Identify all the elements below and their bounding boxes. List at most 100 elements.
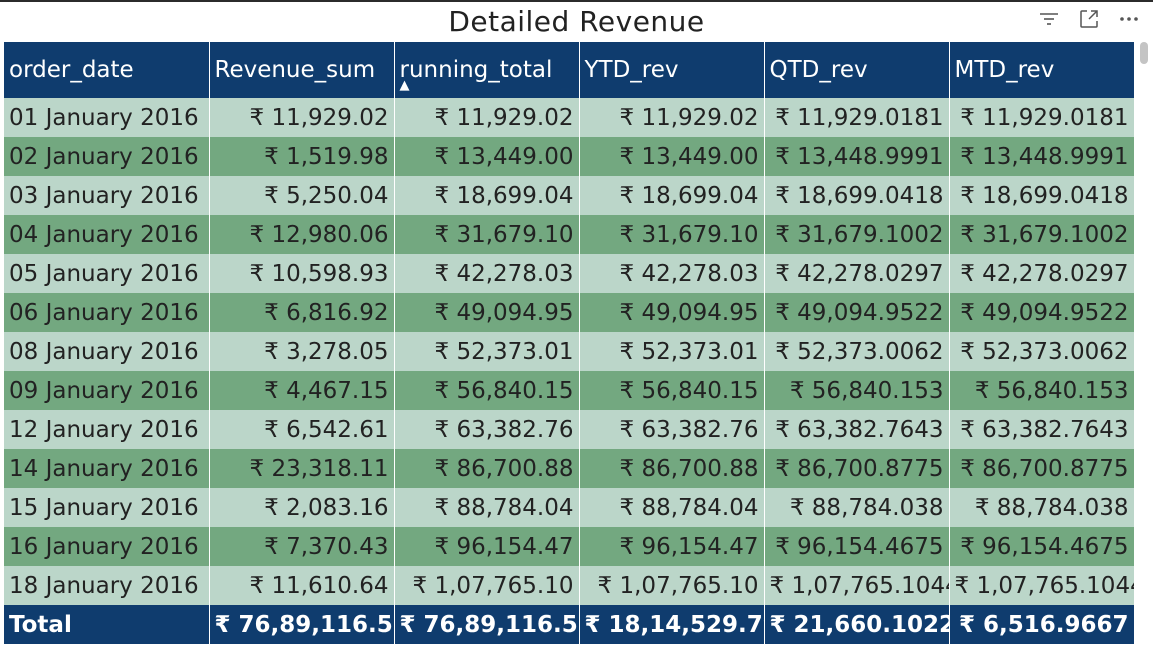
cell-revenue-sum: ₹ 2,083.16 xyxy=(209,488,395,527)
cell-qtd-rev: ₹ 18,699.0418 xyxy=(764,176,950,215)
cell-mtd-rev: ₹ 52,373.0062 xyxy=(949,332,1134,371)
table-row[interactable]: 02 January 2016 ₹ 1,519.98 ₹ 13,449.00 ₹ 13… xyxy=(4,137,1134,176)
total-label: Total xyxy=(4,605,210,644)
cell-running-total: ₹ 18,699.04 xyxy=(394,176,580,215)
focus-mode-icon[interactable] xyxy=(1077,8,1101,30)
cell-running-total: ₹ 11,929.02 xyxy=(394,98,580,137)
total-cell-revenue-sum: ₹ 76,89,116.56 xyxy=(209,605,395,644)
cell-order-date: 16 January 2016 xyxy=(4,527,210,566)
column-header-ytd-rev[interactable]: YTD_rev xyxy=(579,42,765,98)
cell-ytd-rev: ₹ 42,278.03 xyxy=(579,254,765,293)
cell-revenue-sum: ₹ 11,929.02 xyxy=(209,98,395,137)
table-row[interactable]: 09 January 2016 ₹ 4,467.15 ₹ 56,840.15 ₹ 56… xyxy=(4,371,1134,410)
cell-revenue-sum: ₹ 11,610.64 xyxy=(209,566,395,605)
total-cell-running-total: ₹ 76,89,116.56 xyxy=(394,605,580,644)
cell-running-total: ₹ 56,840.15 xyxy=(394,371,580,410)
column-header-order-date[interactable]: order_date xyxy=(4,42,210,98)
cell-order-date: 14 January 2016 xyxy=(4,449,210,488)
cell-order-date: 02 January 2016 xyxy=(4,137,210,176)
cell-running-total: ₹ 49,094.95 xyxy=(394,293,580,332)
more-options-icon[interactable] xyxy=(1117,8,1141,30)
cell-order-date: 05 January 2016 xyxy=(4,254,210,293)
cell-qtd-rev: ₹ 88,784.038 xyxy=(764,488,950,527)
table-row[interactable]: 05 January 2016 ₹ 10,598.93 ₹ 42,278.03 ₹ 4… xyxy=(4,254,1134,293)
cell-mtd-rev: ₹ 56,840.153 xyxy=(949,371,1134,410)
cell-qtd-rev: ₹ 13,448.9991 xyxy=(764,137,950,176)
cell-running-total: ₹ 31,679.10 xyxy=(394,215,580,254)
column-header-qtd-rev[interactable]: QTD_rev xyxy=(764,42,950,98)
cell-ytd-rev: ₹ 31,679.10 xyxy=(579,215,765,254)
cell-revenue-sum: ₹ 7,370.43 xyxy=(209,527,395,566)
cell-mtd-rev: ₹ 63,382.7643 xyxy=(949,410,1134,449)
cell-mtd-rev: ₹ 13,448.9991 xyxy=(949,137,1134,176)
revenue-table: order_date Revenue_sum running_total ▲ Y… xyxy=(4,42,1134,644)
table-row[interactable]: 08 January 2016 ₹ 3,278.05 ₹ 52,373.01 ₹ 52… xyxy=(4,332,1134,371)
visual-title: Detailed Revenue xyxy=(448,5,705,38)
cell-revenue-sum: ₹ 12,980.06 xyxy=(209,215,395,254)
cell-ytd-rev: ₹ 86,700.88 xyxy=(579,449,765,488)
visual-top-border xyxy=(0,0,1153,2)
table-row[interactable]: 04 January 2016 ₹ 12,980.06 ₹ 31,679.10 ₹ 3… xyxy=(4,215,1134,254)
cell-revenue-sum: ₹ 6,816.92 xyxy=(209,293,395,332)
cell-running-total: ₹ 52,373.01 xyxy=(394,332,580,371)
cell-running-total: ₹ 88,784.04 xyxy=(394,488,580,527)
cell-mtd-rev: ₹ 1,07,765.1044 xyxy=(949,566,1134,605)
cell-ytd-rev: ₹ 88,784.04 xyxy=(579,488,765,527)
cell-qtd-rev: ₹ 11,929.0181 xyxy=(764,98,950,137)
total-cell-mtd-rev: ₹ 6,516.9667 xyxy=(949,605,1134,644)
cell-mtd-rev: ₹ 49,094.9522 xyxy=(949,293,1134,332)
cell-mtd-rev: ₹ 18,699.0418 xyxy=(949,176,1134,215)
cell-revenue-sum: ₹ 23,318.11 xyxy=(209,449,395,488)
cell-revenue-sum: ₹ 3,278.05 xyxy=(209,332,395,371)
cell-running-total: ₹ 86,700.88 xyxy=(394,449,580,488)
table-row[interactable]: 18 January 2016 ₹ 11,610.64 ₹ 1,07,765.10 ₹… xyxy=(4,566,1134,605)
cell-running-total: ₹ 63,382.76 xyxy=(394,410,580,449)
cell-qtd-rev: ₹ 49,094.9522 xyxy=(764,293,950,332)
cell-order-date: 12 January 2016 xyxy=(4,410,210,449)
cell-qtd-rev: ₹ 56,840.153 xyxy=(764,371,950,410)
vertical-scrollbar[interactable] xyxy=(1140,42,1148,646)
cell-qtd-rev: ₹ 63,382.7643 xyxy=(764,410,950,449)
column-header-mtd-rev[interactable]: MTD_rev xyxy=(949,42,1134,98)
sort-ascending-icon: ▲ xyxy=(399,78,410,93)
cell-qtd-rev: ₹ 52,373.0062 xyxy=(764,332,950,371)
cell-mtd-rev: ₹ 86,700.8775 xyxy=(949,449,1134,488)
visual-header-icons xyxy=(1037,8,1141,30)
table-total-row: Total ₹ 76,89,116.56 ₹ 76,89,116.56 ₹ 18,14… xyxy=(4,605,1134,644)
table-row[interactable]: 14 January 2016 ₹ 23,318.11 ₹ 86,700.88 ₹ 8… xyxy=(4,449,1134,488)
table-row[interactable]: 01 January 2016 ₹ 11,929.02 ₹ 11,929.02 ₹ 1… xyxy=(4,98,1134,137)
cell-qtd-rev: ₹ 86,700.8775 xyxy=(764,449,950,488)
cell-ytd-rev: ₹ 52,373.01 xyxy=(579,332,765,371)
cell-ytd-rev: ₹ 18,699.04 xyxy=(579,176,765,215)
revenue-table-container: order_date Revenue_sum running_total ▲ Y… xyxy=(4,42,1134,646)
cell-qtd-rev: ₹ 31,679.1002 xyxy=(764,215,950,254)
table-row[interactable]: 06 January 2016 ₹ 6,816.92 ₹ 49,094.95 ₹ 49… xyxy=(4,293,1134,332)
cell-mtd-rev: ₹ 96,154.4675 xyxy=(949,527,1134,566)
cell-mtd-rev: ₹ 42,278.0297 xyxy=(949,254,1134,293)
table-row[interactable]: 12 January 2016 ₹ 6,542.61 ₹ 63,382.76 ₹ 63… xyxy=(4,410,1134,449)
column-header-running-total[interactable]: running_total ▲ xyxy=(394,42,580,98)
cell-revenue-sum: ₹ 6,542.61 xyxy=(209,410,395,449)
table-row[interactable]: 15 January 2016 ₹ 2,083.16 ₹ 88,784.04 ₹ 88… xyxy=(4,488,1134,527)
column-header-revenue-sum[interactable]: Revenue_sum xyxy=(209,42,395,98)
cell-ytd-rev: ₹ 63,382.76 xyxy=(579,410,765,449)
cell-order-date: 15 January 2016 xyxy=(4,488,210,527)
cell-revenue-sum: ₹ 5,250.04 xyxy=(209,176,395,215)
filter-icon[interactable] xyxy=(1037,8,1061,30)
cell-running-total: ₹ 13,449.00 xyxy=(394,137,580,176)
cell-ytd-rev: ₹ 96,154.47 xyxy=(579,527,765,566)
column-header-label: running_total xyxy=(399,57,553,83)
cell-revenue-sum: ₹ 4,467.15 xyxy=(209,371,395,410)
table-row[interactable]: 16 January 2016 ₹ 7,370.43 ₹ 96,154.47 ₹ 96… xyxy=(4,527,1134,566)
table-row[interactable]: 03 January 2016 ₹ 5,250.04 ₹ 18,699.04 ₹ 18… xyxy=(4,176,1134,215)
cell-order-date: 18 January 2016 xyxy=(4,566,210,605)
cell-order-date: 08 January 2016 xyxy=(4,332,210,371)
cell-ytd-rev: ₹ 56,840.15 xyxy=(579,371,765,410)
cell-revenue-sum: ₹ 10,598.93 xyxy=(209,254,395,293)
total-cell-ytd-rev: ₹ 18,14,529.79 xyxy=(579,605,765,644)
cell-order-date: 06 January 2016 xyxy=(4,293,210,332)
cell-ytd-rev: ₹ 13,449.00 xyxy=(579,137,765,176)
cell-order-date: 04 January 2016 xyxy=(4,215,210,254)
scrollbar-thumb[interactable] xyxy=(1140,42,1148,64)
total-cell-qtd-rev: ₹ 21,660.1022 xyxy=(764,605,950,644)
